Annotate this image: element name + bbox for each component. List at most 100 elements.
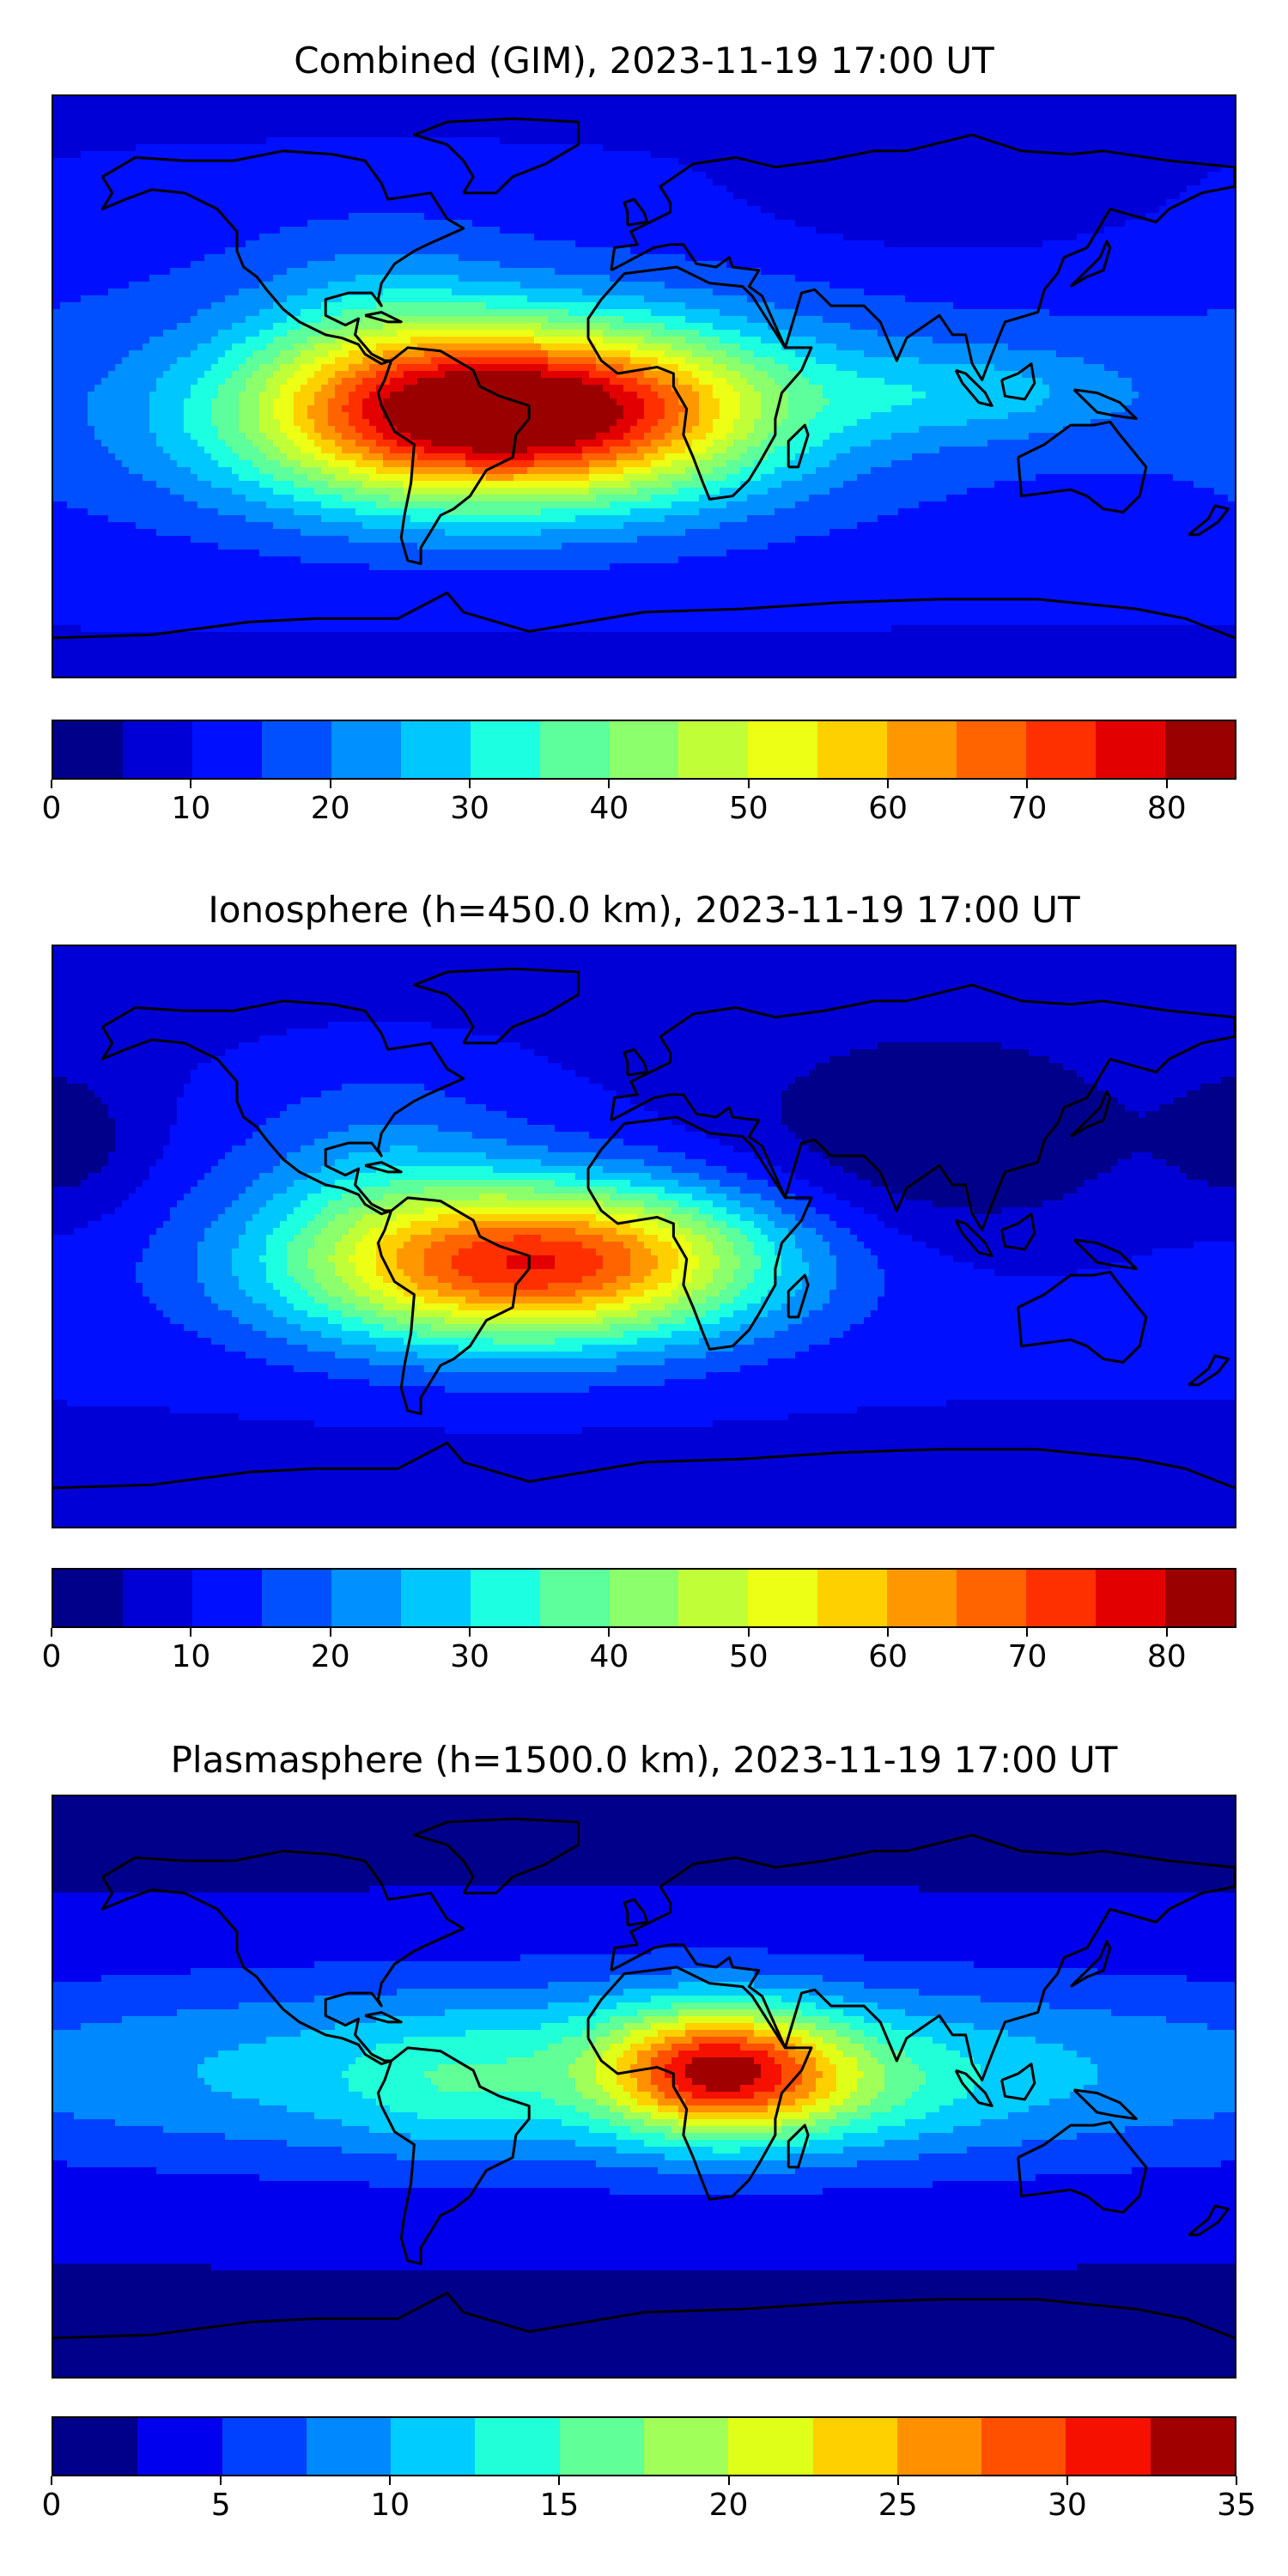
contour-cell xyxy=(644,165,652,173)
contour-cell xyxy=(898,144,906,152)
contour-cell xyxy=(1049,103,1057,111)
contour-cell xyxy=(891,206,899,214)
contour-cell xyxy=(266,240,274,248)
contour-cell xyxy=(630,192,638,200)
contour-cell xyxy=(685,220,693,228)
contour-cell xyxy=(994,227,1002,234)
contour-cell xyxy=(507,268,514,276)
contour-cell xyxy=(197,124,205,131)
contour-cell xyxy=(864,137,872,145)
contour-cell xyxy=(926,254,933,262)
contour-cell xyxy=(122,179,130,186)
contour-cell xyxy=(232,131,240,138)
contour-cell xyxy=(610,199,617,207)
contour-cell xyxy=(878,151,885,159)
contour-cell xyxy=(383,172,391,179)
contour-cell xyxy=(362,261,370,269)
contour-cell xyxy=(651,206,659,214)
contour-cell xyxy=(603,240,611,248)
contour-cell xyxy=(136,96,143,104)
contour-cell xyxy=(823,220,830,228)
contour-cell xyxy=(823,240,830,248)
contour-cell xyxy=(1145,131,1153,138)
contour-cell xyxy=(191,220,198,228)
contour-cell xyxy=(67,199,75,207)
contour-cell xyxy=(974,247,981,255)
contour-cell xyxy=(596,268,604,276)
contour-cell xyxy=(438,289,446,296)
contour-cell xyxy=(246,172,253,179)
contour-cell xyxy=(465,151,473,159)
contour-cell xyxy=(321,254,329,262)
contour-cell xyxy=(1145,220,1153,228)
contour-cell xyxy=(342,192,349,200)
contour-cell xyxy=(1180,234,1188,241)
contour-cell xyxy=(129,240,137,248)
contour-cell xyxy=(438,144,446,152)
contour-cell xyxy=(1104,261,1112,269)
contour-cell xyxy=(294,268,301,276)
contour-cell xyxy=(404,103,411,111)
contour-cell xyxy=(424,227,432,234)
contour-cell xyxy=(1008,234,1016,241)
contour-cell xyxy=(431,131,439,138)
contour-cell xyxy=(568,247,576,255)
contour-cell xyxy=(88,117,95,125)
contour-cell xyxy=(1139,192,1146,200)
contour-cell xyxy=(410,96,418,104)
contour-cell xyxy=(1159,110,1167,118)
contour-cell xyxy=(1084,275,1091,283)
contour-cell xyxy=(713,172,720,179)
contour-cell xyxy=(1194,110,1201,118)
contour-cell xyxy=(582,179,590,186)
contour-cell xyxy=(520,234,528,241)
contour-cell xyxy=(1118,227,1126,234)
contour-cell xyxy=(836,179,844,186)
contour-cell xyxy=(307,268,315,276)
contour-cell xyxy=(617,124,624,131)
contour-cell xyxy=(720,103,727,111)
contour-cell xyxy=(775,220,782,228)
contour-cell xyxy=(252,213,260,221)
contour-cell xyxy=(562,261,569,269)
contour-cell xyxy=(417,103,425,111)
contour-cell xyxy=(108,254,116,262)
contour-cell xyxy=(912,282,920,289)
contour-cell xyxy=(143,213,150,221)
contour-cell xyxy=(252,103,260,111)
contour-cell xyxy=(1070,165,1078,173)
contour-cell xyxy=(1042,268,1050,276)
contour-cell xyxy=(156,254,164,262)
contour-cell xyxy=(768,96,775,104)
contour-cell xyxy=(843,117,851,125)
contour-cell xyxy=(404,213,411,221)
contour-cell xyxy=(534,289,542,296)
contour-cell xyxy=(1042,137,1050,145)
contour-cell xyxy=(362,247,370,255)
contour-cell xyxy=(912,213,920,221)
contour-cell xyxy=(1125,220,1133,228)
contour-cell xyxy=(802,213,810,221)
contour-cell xyxy=(1008,124,1016,131)
contour-cell xyxy=(465,172,473,179)
contour-cell xyxy=(60,289,68,296)
contour-cell xyxy=(280,165,288,173)
contour-cell xyxy=(713,96,720,104)
contour-cell xyxy=(1022,254,1030,262)
contour-cell xyxy=(184,254,191,262)
contour-cell xyxy=(500,199,507,207)
contour-cell xyxy=(459,199,466,207)
contour-cell xyxy=(850,282,858,289)
contour-cell xyxy=(726,110,734,118)
contour-cell xyxy=(1056,206,1064,214)
contour-cell xyxy=(321,96,329,104)
contour-cell xyxy=(486,199,494,207)
contour-cell xyxy=(768,254,775,262)
contour-cell xyxy=(321,158,329,166)
contour-cell xyxy=(617,213,624,221)
contour-cell xyxy=(589,165,597,173)
contour-cell xyxy=(685,131,693,138)
contour-cell xyxy=(404,185,411,193)
contour-cell xyxy=(850,261,858,269)
contour-cell xyxy=(266,185,274,193)
